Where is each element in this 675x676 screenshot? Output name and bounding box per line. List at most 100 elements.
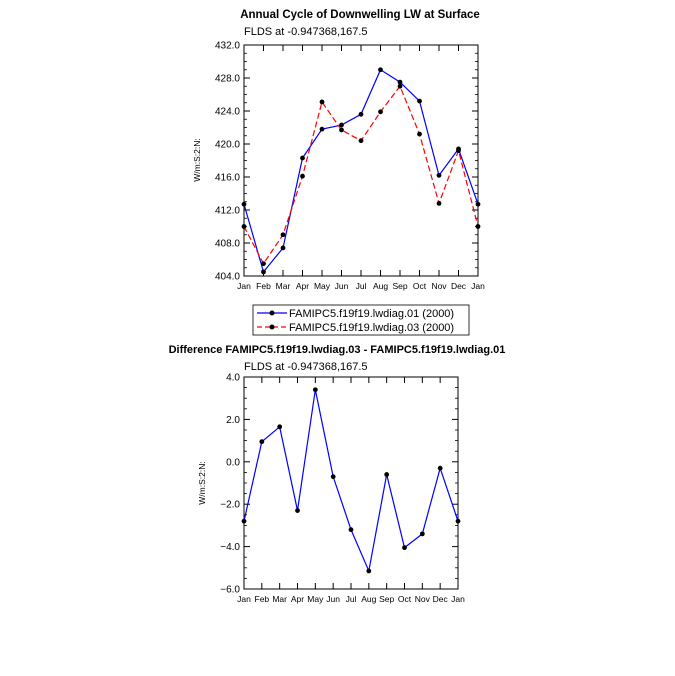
annual-cycle-chart: Annual Cycle of Downwelling LW at Surfac…	[192, 9, 485, 336]
chart2-series-0-point	[437, 465, 443, 471]
chart2-series-0-point	[366, 568, 372, 574]
chart2-x-tick-labels: Jan Feb Mar Apr May Jun Jul Aug Sep Oct Nov Dec Jan	[237, 594, 465, 604]
chart2-y-tick-label: 0.0	[226, 457, 240, 468]
chart1-series-1-point	[417, 131, 422, 137]
chart2-series-0-point	[259, 439, 265, 445]
legend-frame	[252, 304, 470, 336]
chart2-plot-frame	[243, 376, 459, 590]
chart1-series-1-point	[456, 148, 461, 154]
chart2-y-tick-label: −4.0	[220, 542, 240, 553]
chart1-series-1-point	[280, 232, 286, 238]
chart1-x-tick-label: Jun	[335, 281, 349, 291]
chart2-series-0-point	[241, 518, 247, 524]
chart1-x-tick-label: Jul	[356, 281, 367, 291]
chart2-series-0-line	[243, 389, 459, 574]
chart2-series-0-point	[402, 545, 407, 551]
chart2-x-tick-label: May	[307, 594, 324, 604]
chart1-series	[241, 67, 481, 275]
chart1-y-tick-label: 424.0	[215, 107, 240, 118]
chart2-y-tick-label: 4.0	[226, 373, 240, 384]
chart1-ticks	[243, 44, 479, 277]
legend-label-series-01: FAMIPC5.f19f19.lwdiag.01 (2000)	[289, 308, 454, 320]
chart1-series-1-point	[397, 83, 403, 89]
chart2-y-tick-label: −6.0	[220, 585, 240, 596]
chart2-x-tick-label: Nov	[415, 594, 431, 604]
chart1-series-0-point	[300, 155, 305, 161]
chart1-y-tick-label: 412.0	[215, 206, 240, 217]
chart1-series-0-point	[378, 67, 383, 73]
chart1-series-1-point	[339, 127, 344, 133]
chart1-x-tick-label: Apr	[296, 281, 309, 291]
chart1-x-tick-label: Feb	[256, 281, 271, 291]
chart1-series-0-point	[358, 111, 364, 117]
chart2-series	[241, 387, 461, 574]
chart1-y-axis-label: W/m:S:2:N:	[192, 138, 202, 181]
chart1-series-0-point	[339, 122, 344, 128]
chart1-series-1-point	[475, 224, 481, 229]
chart1-x-tick-label: Dec	[451, 281, 467, 291]
chart1-title: Annual Cycle of Downwelling LW at Surfac…	[240, 9, 480, 21]
chart2-ticks	[243, 376, 459, 590]
chart1-y-tick-label: 420.0	[215, 140, 240, 151]
chart1-x-tick-label: Jan	[471, 281, 485, 291]
chart2-series-0-point	[419, 531, 425, 537]
chart2-y-tick-label: 2.0	[226, 415, 240, 426]
chart1-y-tick-label: 404.0	[215, 272, 240, 283]
chart1-subtitle: FLDS at -0.947368,167.5	[244, 26, 368, 38]
chart1-x-tick-labels: Jan Feb Mar Apr May Jun Jul Aug Sep Oct Nov Dec Jan	[237, 281, 485, 291]
chart2-x-tick-label: Oct	[398, 594, 412, 604]
chart1-plot-frame	[243, 44, 479, 277]
chart1-y-tick-label: 416.0	[215, 173, 240, 184]
chart1-x-tick-label: Mar	[276, 281, 291, 291]
legend-label-series-03: FAMIPC5.f19f19.lwdiag.03 (2000)	[289, 322, 454, 334]
chart2-series-0-point	[312, 387, 318, 393]
chart1-series-0-point	[436, 172, 442, 178]
chart1-series-0-point	[280, 245, 286, 251]
chart1-series-0-point	[475, 201, 481, 207]
chart1-y-tick-label: 428.0	[215, 74, 240, 85]
chart1-series-1-point	[378, 109, 383, 115]
chart2-series-0-point	[295, 508, 300, 513]
chart2-x-tick-label: Mar	[272, 594, 287, 604]
chart1-series-1-point	[300, 173, 305, 179]
legend-marker-series-03	[269, 324, 275, 330]
chart1-y-tick-labels: 404.0 408.0 412.0 416.0 420.0 424.0 428.0 432.0	[215, 41, 240, 283]
chart1-series-1-point	[241, 224, 247, 229]
chart1-y-tick-label: 432.0	[215, 41, 240, 52]
chart2-x-tick-label: Feb	[255, 594, 270, 604]
chart2-x-tick-label: Dec	[433, 594, 449, 604]
chart2-title: Difference FAMIPC5.f19f19.lwdiag.03 - FA…	[169, 344, 506, 356]
chart2-y-axis-label: W/m:S:2:N:	[197, 461, 207, 504]
chart1-y-tick-label: 408.0	[215, 239, 240, 250]
chart2-x-tick-label: Jan	[237, 594, 251, 604]
chart1-series-0-point	[241, 201, 247, 207]
chart2-x-tick-label: Apr	[291, 594, 304, 604]
chart1-x-tick-label: Jan	[237, 281, 251, 291]
chart1-series-1-point	[436, 201, 442, 206]
chart2-series-0-point	[455, 518, 461, 524]
chart1-x-tick-label: Nov	[431, 281, 447, 291]
chart1-x-tick-label: Oct	[413, 281, 427, 291]
chart1-x-tick-label: May	[314, 281, 331, 291]
chart2-y-tick-labels: −6.0 −4.0 −2.0 0.0 2.0 4.0	[220, 373, 240, 596]
chart1-series-1-point	[319, 99, 325, 105]
chart1-series-0-point	[319, 126, 325, 132]
chart1-series-0-point	[397, 79, 403, 85]
chart2-subtitle: FLDS at -0.947368,167.5	[244, 361, 368, 373]
chart2-series-0-point	[277, 424, 283, 430]
chart1-series-1-point	[358, 138, 364, 144]
chart1-x-tick-label: Sep	[392, 281, 407, 291]
legend-marker-series-01	[269, 310, 275, 316]
chart2-series-0-point	[384, 472, 390, 477]
chart1-series-1-point	[261, 261, 266, 267]
chart1-x-tick-label: Aug	[373, 281, 388, 291]
chart2-x-tick-label: Aug	[361, 594, 376, 604]
chart2-series-0-point	[348, 527, 354, 533]
chart2-x-tick-label: Sep	[379, 594, 394, 604]
chart2-x-tick-label: Jul	[346, 594, 357, 604]
difference-chart: Difference FAMIPC5.f19f19.lwdiag.03 - FA…	[169, 344, 506, 604]
chart2-series-0-point	[330, 474, 336, 480]
chart2-y-tick-label: −2.0	[220, 500, 240, 511]
chart2-x-tick-label: Jun	[326, 594, 340, 604]
